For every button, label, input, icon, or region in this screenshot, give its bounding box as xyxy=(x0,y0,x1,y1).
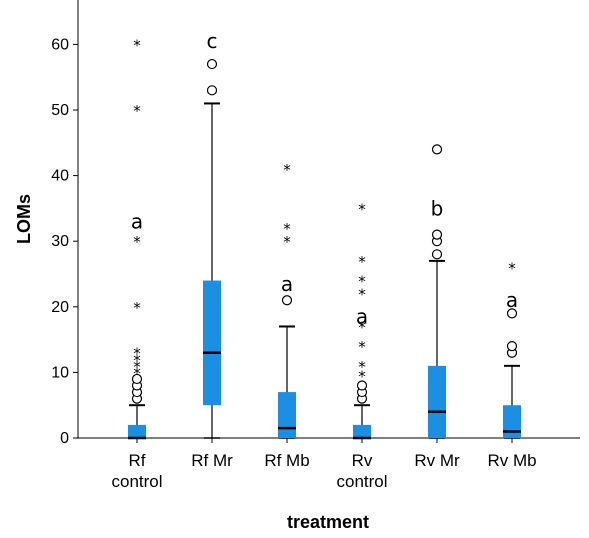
y-tick-label: 20 xyxy=(51,299,69,316)
extreme-point: * xyxy=(358,318,366,336)
extreme-point: * xyxy=(358,286,366,304)
box-group: ***a xyxy=(278,161,296,439)
extreme-point: * xyxy=(283,233,291,251)
outlier-point xyxy=(431,249,443,260)
extreme-point: * xyxy=(283,161,291,179)
y-tick-label: 10 xyxy=(51,364,69,381)
outlier-point xyxy=(431,144,443,155)
outlier-point xyxy=(206,85,218,96)
x-tick-label: Rf Mb xyxy=(264,451,309,470)
axes xyxy=(77,0,580,439)
y-tick-label: 50 xyxy=(51,102,69,119)
extreme-point: * xyxy=(358,273,366,291)
box xyxy=(503,405,521,438)
outlier-point xyxy=(506,341,518,352)
x-tick-label: control xyxy=(111,472,162,491)
y-axis-title: LOMs xyxy=(14,194,34,244)
significance-letter: a xyxy=(281,272,293,296)
box-group: b xyxy=(428,144,446,439)
box-group: *a xyxy=(503,259,521,439)
x-axis-title: treatment xyxy=(287,512,369,532)
x-tick-labels: Rf control Rf Mr Rf Mb Rv control Rv Mr Rv Mb xyxy=(111,438,537,491)
extreme-point: * xyxy=(283,220,291,238)
outlier-point xyxy=(206,58,218,70)
box-group: ********a xyxy=(128,36,146,440)
extreme-point: * xyxy=(133,358,141,376)
x-tick-label: Rv Mb xyxy=(487,451,536,470)
y-tick-label: 60 xyxy=(51,36,69,53)
significance-letter: c xyxy=(207,29,218,53)
extreme-point: * xyxy=(358,338,366,356)
extreme-point: * xyxy=(358,253,366,271)
significance-letter: b xyxy=(431,196,444,220)
extreme-point: * xyxy=(358,358,366,376)
outlier-point xyxy=(131,373,143,385)
extreme-point: * xyxy=(133,299,141,317)
y-tick-label: 30 xyxy=(51,233,69,250)
outlier-point xyxy=(431,229,443,240)
box xyxy=(203,280,221,406)
outlier-point xyxy=(506,308,518,319)
significance-letter: a xyxy=(131,210,143,234)
x-tick-label: Rv Mr xyxy=(414,451,460,470)
box xyxy=(353,424,371,438)
extreme-point: * xyxy=(133,364,141,382)
y-tick-label: 0 xyxy=(60,430,69,447)
extreme-point: * xyxy=(133,233,141,251)
x-tick-label: control xyxy=(336,472,387,491)
extreme-point: * xyxy=(358,200,366,218)
box xyxy=(278,392,296,438)
extreme-point: * xyxy=(508,259,516,277)
x-tick-label: Rf Mr xyxy=(191,451,233,470)
box-group: c xyxy=(203,29,221,439)
box xyxy=(128,424,146,438)
boxes: ********ac***a********ab*a xyxy=(128,29,521,440)
box-group: ********a xyxy=(353,200,371,440)
outlier-point xyxy=(281,295,293,306)
significance-letter: a xyxy=(356,305,368,329)
box xyxy=(428,365,446,438)
y-tick-label: 40 xyxy=(51,168,69,185)
extreme-point: * xyxy=(133,345,141,363)
x-tick-label: Rv xyxy=(352,451,373,470)
extreme-point: * xyxy=(133,36,141,54)
extreme-point: * xyxy=(133,102,141,120)
outlier-point xyxy=(356,380,368,391)
significance-letter: a xyxy=(506,288,518,312)
x-tick-label: Rf xyxy=(129,451,146,470)
y-ticks: 0 10 20 30 40 50 60 xyxy=(51,36,78,447)
extreme-point: * xyxy=(133,351,141,369)
extreme-point: * xyxy=(358,368,366,386)
